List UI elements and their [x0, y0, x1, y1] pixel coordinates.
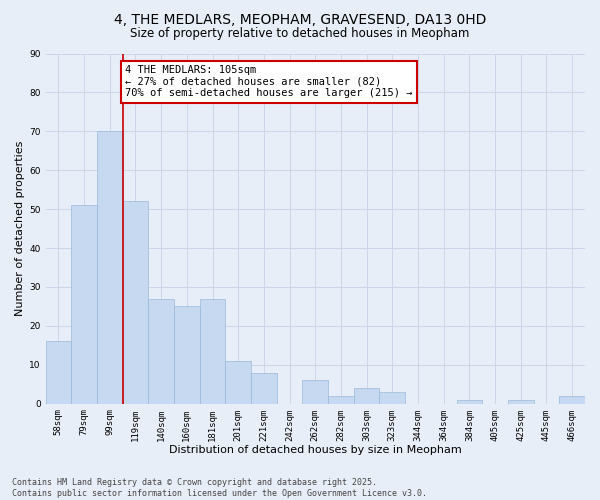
Bar [354, 388, 379, 404]
Y-axis label: Number of detached properties: Number of detached properties [15, 141, 25, 316]
Bar [97, 132, 122, 404]
Bar [251, 372, 277, 404]
Text: Size of property relative to detached houses in Meopham: Size of property relative to detached ho… [130, 28, 470, 40]
Bar [559, 396, 585, 404]
Text: 4 THE MEDLARS: 105sqm
← 27% of detached houses are smaller (82)
70% of semi-deta: 4 THE MEDLARS: 105sqm ← 27% of detached … [125, 65, 413, 98]
X-axis label: Distribution of detached houses by size in Meopham: Distribution of detached houses by size … [169, 445, 461, 455]
Bar [457, 400, 482, 404]
Bar [71, 206, 97, 404]
Bar [148, 298, 174, 404]
Text: 4, THE MEDLARS, MEOPHAM, GRAVESEND, DA13 0HD: 4, THE MEDLARS, MEOPHAM, GRAVESEND, DA13… [114, 12, 486, 26]
Bar [174, 306, 200, 404]
Bar [226, 361, 251, 404]
Bar [200, 298, 226, 404]
Bar [302, 380, 328, 404]
Text: Contains HM Land Registry data © Crown copyright and database right 2025.
Contai: Contains HM Land Registry data © Crown c… [12, 478, 427, 498]
Bar [122, 202, 148, 404]
Bar [328, 396, 354, 404]
Bar [379, 392, 405, 404]
Bar [46, 342, 71, 404]
Bar [508, 400, 533, 404]
